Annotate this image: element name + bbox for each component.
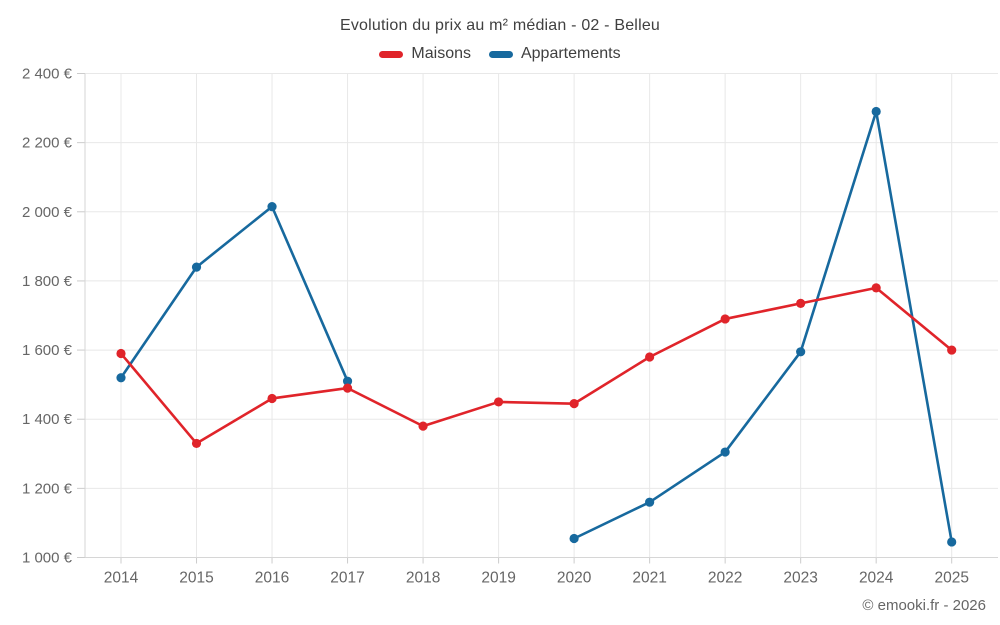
chart-title: Evolution du prix au m² médian - 02 - Be… bbox=[339, 17, 661, 34]
x-tick-label: 2019 bbox=[481, 570, 515, 587]
legend-item-label: Appartements bbox=[520, 45, 621, 62]
maisons-point-2021[interactable] bbox=[645, 352, 655, 362]
maisons-point-2014[interactable] bbox=[116, 348, 126, 359]
copyright-credit: © emooki.fr - 2026 bbox=[862, 597, 986, 614]
y-tick-label: 1 400 € bbox=[22, 411, 73, 428]
grid bbox=[77, 73, 998, 564]
y-tick-label: 1 200 € bbox=[22, 480, 73, 497]
y-axis-labels: 1 000 € 1 200 € 1 400 € 1 600 € 1 800 € 2 000… bbox=[22, 66, 73, 567]
appartements-line bbox=[119, 205, 349, 383]
x-tick-label: 2024 bbox=[859, 570, 894, 587]
appartements-point-2016[interactable] bbox=[267, 202, 277, 212]
appartements-point-2015[interactable] bbox=[191, 262, 202, 272]
maisons-point-2017[interactable] bbox=[342, 383, 353, 393]
maisons-series-marker-icon bbox=[379, 50, 404, 58]
x-tick-label: 2017 bbox=[330, 570, 364, 587]
y-tick-label: 1 000 € bbox=[22, 550, 73, 567]
x-tick-label: 2016 bbox=[255, 570, 289, 587]
y-tick-label: 2 000 € bbox=[22, 204, 73, 221]
legend-item-maisons[interactable]: Maisons bbox=[379, 45, 471, 63]
appartements-point-2023[interactable] bbox=[796, 347, 806, 357]
x-tick-label: 2018 bbox=[406, 570, 440, 587]
appartements-line bbox=[572, 110, 954, 544]
maisons-point-2018[interactable] bbox=[418, 421, 428, 431]
maisons-point-2016[interactable] bbox=[267, 393, 277, 404]
appartements-point-2025[interactable] bbox=[947, 537, 957, 547]
appartements-point-2022[interactable] bbox=[720, 447, 730, 457]
x-tick-label: 2020 bbox=[557, 570, 592, 587]
appartements-series-marker-icon bbox=[488, 50, 513, 58]
y-tick-label: 2 200 € bbox=[22, 135, 73, 152]
maisons-point-2019[interactable] bbox=[493, 397, 504, 407]
maisons-point-2023[interactable] bbox=[796, 298, 806, 308]
appartements-point-2024[interactable] bbox=[871, 106, 881, 117]
chart-legend: Maisons Appartements bbox=[0, 45, 1000, 63]
maisons-point-2020[interactable] bbox=[569, 399, 579, 409]
y-tick-label: 1 600 € bbox=[22, 342, 73, 359]
x-tick-label: 2021 bbox=[632, 570, 666, 587]
maisons-point-2022[interactable] bbox=[720, 314, 730, 324]
x-tick-label: 2022 bbox=[708, 570, 742, 587]
x-tick-label: 2023 bbox=[783, 570, 817, 587]
series-maisons bbox=[116, 283, 957, 449]
x-tick-label: 2025 bbox=[934, 570, 968, 587]
appartements-point-2021[interactable] bbox=[645, 497, 655, 507]
series-appartements bbox=[116, 106, 957, 547]
appartements-point-2020[interactable] bbox=[569, 533, 579, 544]
legend-item-label: Maisons bbox=[411, 45, 471, 62]
legend-item-appartements[interactable]: Appartements bbox=[488, 45, 621, 63]
maisons-point-2024[interactable] bbox=[871, 283, 881, 293]
x-tick-label: 2014 bbox=[104, 570, 139, 587]
maisons-line bbox=[119, 286, 954, 445]
maisons-point-2025[interactable] bbox=[947, 345, 957, 355]
appartements-point-2014[interactable] bbox=[116, 373, 126, 383]
x-axis-labels: 2014 2015 2016 2017 2018 2019 2020 2021 2022 2023… bbox=[104, 570, 969, 587]
maisons-point-2015[interactable] bbox=[191, 438, 202, 449]
x-tick-label: 2015 bbox=[179, 570, 213, 587]
y-tick-label: 1 800 € bbox=[22, 273, 73, 290]
y-tick-label: 2 400 € bbox=[22, 66, 73, 83]
appartements-point-2017[interactable] bbox=[342, 376, 353, 386]
